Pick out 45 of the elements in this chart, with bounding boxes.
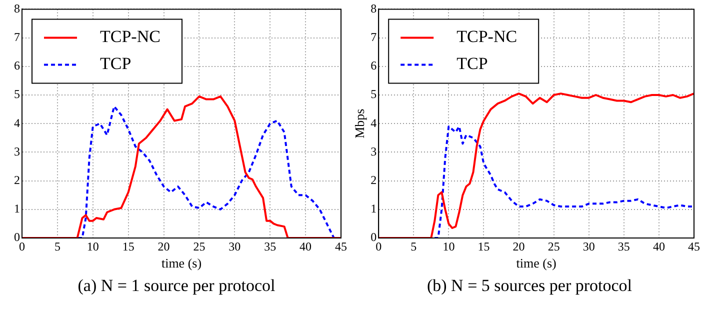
y-axis-title: Mbps bbox=[352, 108, 368, 138]
x-tick-label: 45 bbox=[688, 239, 700, 254]
x-tick-label: 25 bbox=[548, 239, 560, 254]
x-tick-label: 40 bbox=[652, 239, 665, 254]
x-tick-label: 5 bbox=[54, 239, 60, 254]
x-tick-label: 35 bbox=[264, 239, 276, 254]
x-tick-label: 15 bbox=[122, 239, 134, 254]
y-tick-label: 5 bbox=[370, 87, 377, 102]
y-tick-label: 6 bbox=[370, 58, 377, 73]
x-axis-title: time (s) bbox=[516, 256, 556, 271]
x-tick-label: 20 bbox=[512, 239, 525, 254]
x-tick-label: 10 bbox=[442, 239, 455, 254]
y-tick-label: 0 bbox=[14, 230, 20, 244]
text: (a) N = 1 source per protocol bbox=[76, 276, 276, 296]
y-tick-label: 8 bbox=[370, 1, 377, 16]
y-tick-label: 5 bbox=[14, 87, 20, 102]
x-tick-label: 45 bbox=[335, 239, 347, 254]
y-tick-label: 7 bbox=[14, 30, 20, 44]
y-tick-label: 1 bbox=[14, 202, 20, 216]
y-tick-label: 2 bbox=[370, 172, 377, 187]
x-tick-label: 30 bbox=[228, 239, 241, 254]
x-axis-title: time (s) bbox=[161, 256, 202, 271]
x-tick-label: 10 bbox=[86, 239, 99, 254]
legend-label: TCP bbox=[456, 54, 488, 74]
x-tick-label: 35 bbox=[618, 239, 630, 254]
x-tick-label: 5 bbox=[410, 239, 417, 254]
x-tick-label: 15 bbox=[478, 239, 490, 254]
y-tick-label: 7 bbox=[370, 30, 377, 44]
x-tick-label: 25 bbox=[193, 239, 206, 254]
x-tick-label: 30 bbox=[582, 239, 595, 254]
y-tick-label: 4 bbox=[370, 116, 377, 130]
y-tick-label: 3 bbox=[370, 144, 377, 158]
legend-label: TCP-NC bbox=[456, 27, 518, 46]
y-tick-label: 3 bbox=[14, 144, 20, 158]
y-tick-label: 4 bbox=[14, 116, 20, 130]
legend-label: TCP bbox=[100, 54, 132, 74]
text: (b) N = 5 sources per protocol bbox=[426, 276, 634, 296]
x-tick-label: 40 bbox=[300, 239, 312, 254]
legend-label: TCP-NC bbox=[100, 27, 160, 46]
y-tick-label: 1 bbox=[370, 202, 377, 216]
y-tick-label: 2 bbox=[14, 172, 20, 187]
y-tick-label: 0 bbox=[370, 230, 377, 244]
y-tick-label: 8 bbox=[14, 1, 20, 16]
x-tick-label: 20 bbox=[158, 239, 170, 254]
y-tick-label: 6 bbox=[14, 58, 20, 73]
